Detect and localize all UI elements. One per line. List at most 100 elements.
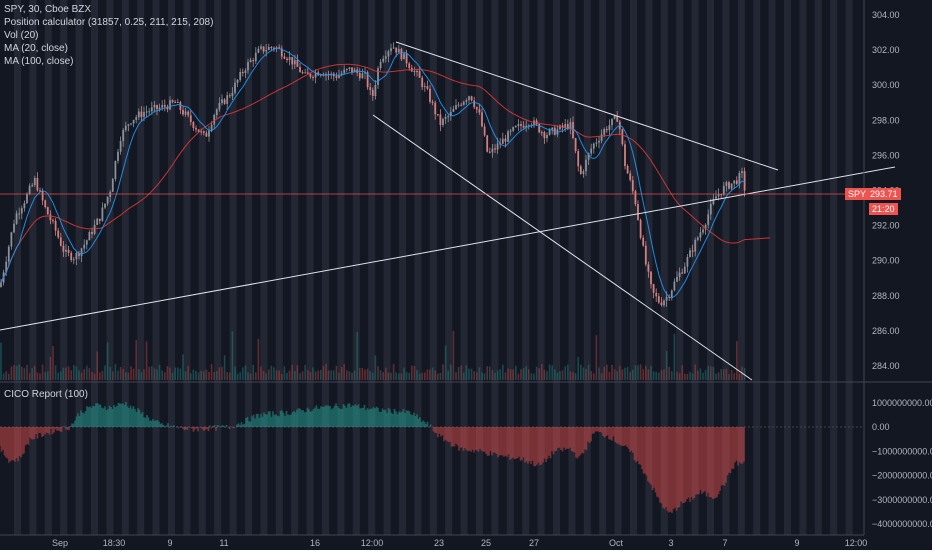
candle-body	[148, 111, 151, 113]
volume-bar	[629, 372, 631, 380]
volume-bar	[717, 372, 720, 380]
session-band	[383, 0, 391, 535]
candle-body	[260, 46, 262, 49]
ma-100-line[interactable]	[0, 63, 771, 283]
indicator-position-calculator[interactable]: Position calculator (31857, 0.25, 211, 2…	[4, 17, 214, 28]
candle-body	[158, 107, 161, 110]
volume-bar	[655, 371, 657, 380]
trendline-lower[interactable]	[372, 114, 753, 381]
volume-bar	[507, 368, 509, 380]
candle-body	[93, 224, 96, 234]
candle-body	[351, 67, 353, 73]
candle-body	[41, 190, 44, 201]
candle-body	[621, 129, 624, 145]
volume-bar	[546, 371, 548, 380]
volume-bar	[226, 372, 228, 380]
volume-bar	[699, 368, 702, 380]
candle-body	[369, 87, 372, 90]
volume-bar	[317, 370, 319, 380]
volume-bar	[291, 364, 293, 380]
candle-body	[231, 92, 234, 97]
volume-bar	[450, 364, 452, 380]
volume-bar	[23, 368, 26, 380]
candle-body	[5, 261, 8, 273]
price-axis-label: 302.00	[872, 45, 900, 55]
candle-body	[702, 229, 704, 233]
ma-20-line[interactable]	[0, 47, 745, 299]
candle-body	[624, 144, 626, 166]
candle-body	[585, 159, 587, 172]
candle-body	[189, 115, 192, 122]
candle-body	[390, 48, 392, 52]
session-band	[522, 0, 530, 535]
time-axis[interactable]: Sep 18:30 9 11 16 12:00 23 25 27 Oct 3 7 9 12:00	[52, 538, 867, 548]
volume-bar	[67, 366, 70, 380]
symbol-title[interactable]: SPY, 30, Cboe BZX	[4, 4, 92, 15]
session-band	[799, 0, 807, 535]
indicator-volume[interactable]: Vol (20)	[4, 30, 39, 41]
candle-body	[234, 82, 236, 93]
candle-body	[306, 72, 309, 74]
volume-bar	[307, 369, 309, 380]
volume-bar	[447, 370, 449, 380]
volume-bar	[632, 369, 634, 380]
candle-body	[200, 131, 203, 133]
candle-body	[244, 70, 247, 73]
candle-body	[384, 56, 387, 59]
volume-bar	[582, 367, 585, 380]
volume-bar	[730, 370, 733, 380]
volume-bar	[41, 364, 44, 380]
candle-body	[111, 178, 114, 192]
volume-bar	[99, 372, 101, 380]
indicator-axis[interactable]: 1000000000.00 0.00 −1000000000.00 −20000000…	[872, 398, 932, 529]
volume-histogram	[0, 330, 746, 380]
volume-bar	[18, 364, 20, 380]
candle-body	[96, 218, 99, 225]
candle-body	[473, 100, 476, 108]
candle-body	[15, 213, 18, 224]
candle-body	[725, 182, 728, 186]
indicator-cico-report[interactable]: CICO Report (100)	[4, 389, 88, 400]
candle-body	[75, 253, 78, 260]
candle-body	[598, 140, 600, 143]
candle-body	[254, 52, 257, 62]
trendline-upper[interactable]	[395, 41, 779, 171]
volume-bar	[650, 366, 652, 380]
volume-bar	[697, 370, 699, 380]
volume-bar	[304, 364, 306, 380]
candle-body	[319, 74, 322, 76]
candle-body	[608, 125, 611, 131]
session-band	[737, 0, 745, 535]
volume-bar	[262, 371, 265, 380]
session-band	[29, 0, 37, 535]
session-band	[553, 0, 560, 535]
session-band	[691, 0, 699, 535]
volume-bar	[426, 369, 429, 380]
session-band	[399, 0, 406, 535]
candle-body	[722, 185, 725, 195]
candle-body	[117, 151, 119, 161]
candle-body	[106, 196, 109, 204]
candle-body	[52, 220, 54, 222]
volume-bar	[509, 369, 512, 380]
session-band	[476, 0, 483, 535]
indicator-ma-100[interactable]: MA (100, close)	[4, 56, 74, 67]
candle-body	[293, 60, 296, 65]
volume-bar	[15, 365, 18, 380]
volume-bar	[434, 370, 436, 380]
candle-body	[400, 48, 403, 60]
volume-bar	[494, 372, 496, 380]
session-band	[106, 0, 114, 535]
volume-bar	[143, 369, 145, 380]
candle-body	[366, 72, 369, 88]
candle-body	[743, 171, 746, 191]
candle-body	[195, 127, 197, 130]
candle-body	[670, 290, 673, 298]
candle-body	[678, 272, 681, 277]
candle-body	[309, 73, 312, 77]
volume-bar	[489, 366, 491, 380]
sub-legend: CICO Report (100)	[4, 388, 88, 401]
session-band	[753, 0, 761, 535]
indicator-ma-20[interactable]: MA (20, close)	[4, 43, 68, 54]
